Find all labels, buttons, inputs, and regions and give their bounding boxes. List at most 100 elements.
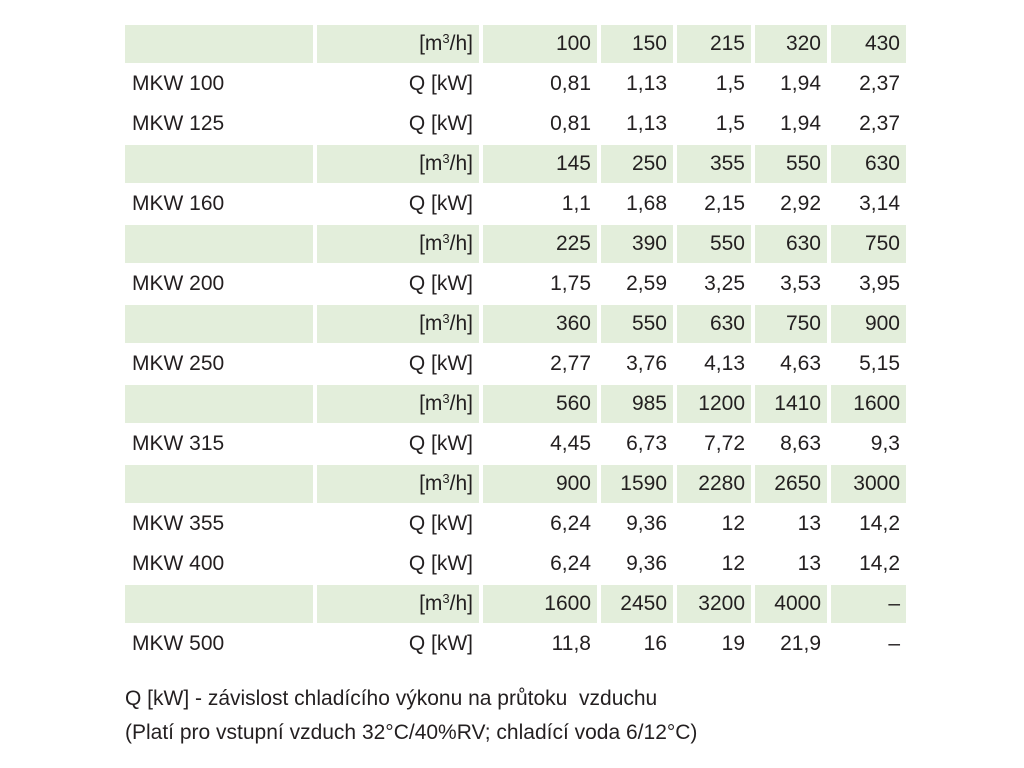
model-cell (125, 25, 313, 63)
unit-cell: Q [kW] (408, 352, 473, 375)
value-cell: 1,13 (626, 112, 667, 135)
value-cell: 145 (483, 145, 597, 183)
value-cell: 3,25 (704, 272, 745, 295)
value-cell: 14,2 (859, 512, 900, 535)
value-cell: 985 (601, 385, 673, 423)
note-line-1: Q [kW] - závislost chladícího výkonu na … (125, 687, 658, 710)
superscript: 3 (442, 231, 450, 246)
value-cell: 630 (677, 305, 751, 343)
value-cell: 100 (483, 25, 597, 63)
value-cell: 12 (721, 552, 745, 575)
value-cell: 1,68 (626, 192, 667, 215)
value-cell: 9,3 (870, 432, 900, 455)
unit-cell: [m3/h] (317, 385, 479, 423)
value-cell: 3,76 (626, 352, 667, 375)
value-cell: 250 (601, 145, 673, 183)
value-cell: 4,13 (704, 352, 745, 375)
model-cell (125, 305, 313, 343)
unit-cell: Q [kW] (408, 272, 473, 295)
unit-cell: Q [kW] (408, 192, 473, 215)
value-cell: 2,92 (780, 192, 821, 215)
value-cell: 3,95 (859, 272, 900, 295)
table-notes: Q [kW] - závislost chladícího výkonu na … (125, 682, 697, 750)
value-cell: 2,15 (704, 192, 745, 215)
model-cell: MKW 100 (132, 72, 225, 95)
unit-cell: Q [kW] (408, 632, 473, 655)
value-cell: 3,14 (859, 192, 900, 215)
cooling-capacity-table: [m3/h] 100 150 215 320 430 MKW 100 Q [kW] 0,81 1,… (125, 25, 906, 663)
value-cell: 1590 (601, 465, 673, 503)
value-cell: 4,63 (780, 352, 821, 375)
value-cell: 1,5 (715, 112, 745, 135)
value-cell: 900 (483, 465, 597, 503)
value-cell: 1,94 (780, 72, 821, 95)
value-cell: 2,37 (859, 112, 900, 135)
model-cell: MKW 315 (132, 432, 225, 455)
model-cell: MKW 400 (132, 552, 225, 575)
value-cell: 6,24 (550, 512, 591, 535)
model-cell: MKW 355 (132, 512, 225, 535)
value-cell: 550 (601, 305, 673, 343)
value-cell: 1,13 (626, 72, 667, 95)
model-cell: MKW 125 (132, 112, 225, 135)
unit-cell: Q [kW] (408, 512, 473, 535)
value-cell: 2,77 (550, 352, 591, 375)
model-cell: MKW 500 (132, 632, 225, 655)
value-cell: 1600 (831, 385, 906, 423)
value-cell: 750 (831, 225, 906, 263)
value-cell: 16 (643, 632, 667, 655)
value-cell: 4,45 (550, 432, 591, 455)
value-cell: 550 (755, 145, 827, 183)
value-cell: 1,1 (561, 192, 591, 215)
superscript: 3 (442, 151, 450, 166)
model-cell: MKW 160 (132, 192, 225, 215)
value-cell: 630 (755, 225, 827, 263)
value-cell: 5,15 (859, 352, 900, 375)
value-cell: 1200 (677, 385, 751, 423)
value-cell: 390 (601, 225, 673, 263)
value-cell: 9,36 (626, 552, 667, 575)
value-cell: 1410 (755, 385, 827, 423)
value-cell: 630 (831, 145, 906, 183)
model-cell: MKW 200 (132, 272, 225, 295)
value-cell: 2650 (755, 465, 827, 503)
superscript: 3 (442, 391, 450, 406)
value-cell: 11,8 (551, 632, 591, 655)
value-cell: 1,94 (780, 112, 821, 135)
value-cell: 2450 (601, 585, 673, 623)
value-cell: 14,2 (859, 552, 900, 575)
model-cell (125, 225, 313, 263)
value-cell: 0,81 (550, 72, 591, 95)
value-cell: 6,73 (626, 432, 667, 455)
value-cell: 2280 (677, 465, 751, 503)
unit-cell: [m3/h] (317, 145, 479, 183)
value-cell: 21,9 (780, 632, 821, 655)
unit-cell: Q [kW] (408, 72, 473, 95)
value-cell: 0,81 (550, 112, 591, 135)
value-cell: 19 (721, 632, 745, 655)
value-cell: – (888, 632, 900, 655)
value-cell: 13 (797, 552, 821, 575)
unit-cell: [m3/h] (317, 225, 479, 263)
value-cell: 2,59 (626, 272, 667, 295)
value-cell: 6,24 (550, 552, 591, 575)
value-cell: 215 (677, 25, 751, 63)
value-cell: 4000 (755, 585, 827, 623)
superscript: 3 (442, 471, 450, 486)
value-cell: 13 (797, 512, 821, 535)
value-cell: 430 (831, 25, 906, 63)
note-line-2: (Platí pro vstupní vzduch 32°C/40%RV; ch… (125, 721, 698, 744)
value-cell: 1,75 (550, 272, 591, 295)
value-cell: 1600 (483, 585, 597, 623)
value-cell: 320 (755, 25, 827, 63)
value-cell: 3,53 (780, 272, 821, 295)
model-cell (125, 585, 313, 623)
value-cell: 3200 (677, 585, 751, 623)
model-cell (125, 385, 313, 423)
value-cell: – (831, 585, 906, 623)
unit-cell: [m3/h] (317, 465, 479, 503)
model-cell: MKW 250 (132, 352, 225, 375)
value-cell: 355 (677, 145, 751, 183)
value-cell: 900 (831, 305, 906, 343)
unit-cell: Q [kW] (408, 112, 473, 135)
